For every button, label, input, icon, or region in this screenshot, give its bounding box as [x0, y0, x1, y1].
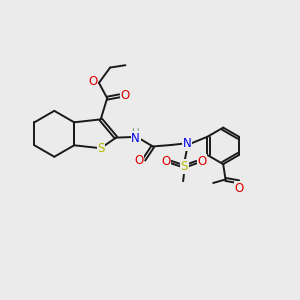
Text: O: O: [161, 155, 170, 168]
Text: O: O: [197, 155, 207, 168]
Text: S: S: [97, 142, 105, 155]
Text: S: S: [181, 160, 188, 173]
Text: O: O: [120, 89, 130, 102]
Text: O: O: [134, 154, 143, 167]
Text: O: O: [235, 182, 244, 195]
Text: H: H: [132, 128, 140, 138]
Text: N: N: [131, 132, 140, 145]
Text: O: O: [88, 75, 98, 88]
Text: N: N: [183, 137, 192, 150]
